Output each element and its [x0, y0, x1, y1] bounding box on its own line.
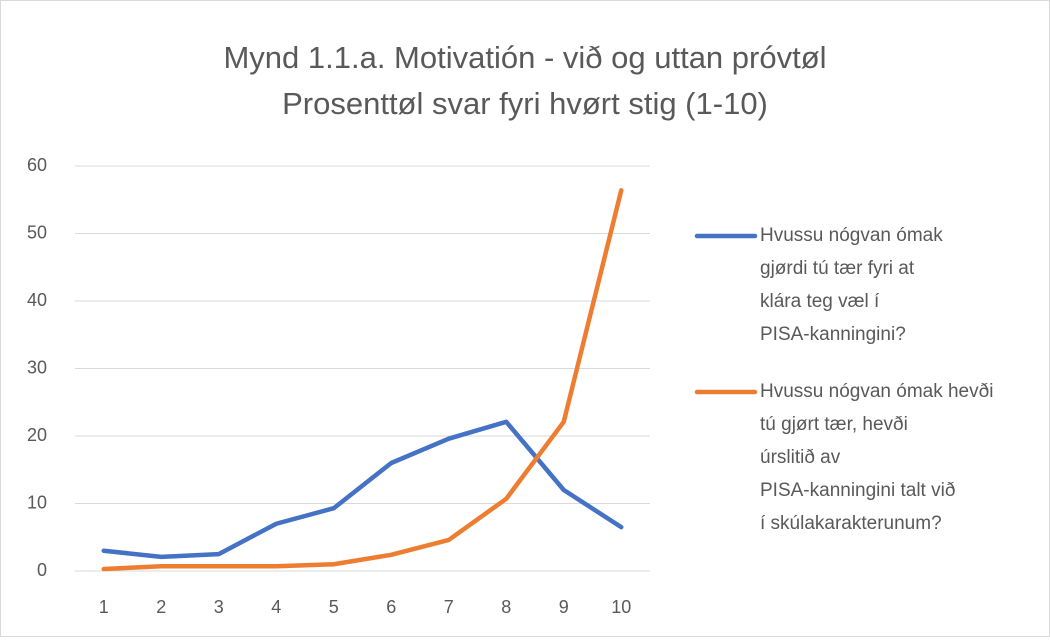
x-tick-label: 8 — [501, 597, 511, 617]
y-tick-label: 30 — [27, 357, 47, 377]
y-tick-label: 20 — [27, 425, 47, 445]
y-tick-label: 40 — [27, 290, 47, 310]
y-tick-label: 0 — [37, 560, 47, 580]
y-tick-label: 60 — [27, 155, 47, 175]
series-line — [101, 188, 624, 572]
series-line — [101, 419, 624, 560]
x-tick-label: 9 — [559, 597, 569, 617]
y-tick-label: 50 — [27, 222, 47, 242]
x-tick-label: 3 — [214, 597, 224, 617]
x-tick-label: 1 — [99, 597, 109, 617]
x-tick-label: 10 — [611, 597, 631, 617]
x-tick-label: 2 — [156, 597, 166, 617]
legend-label: Hvussu nógvan ómak hevði tú gjørt tær, he… — [760, 381, 993, 534]
legend-label: Hvussu nógvan ómak gjørdi tú tær fyri at k… — [760, 225, 943, 345]
chart-title: Mynd 1.1.a. Motivatión - við og uttan pr… — [223, 40, 826, 75]
x-tick-label: 5 — [329, 597, 339, 617]
x-tick-label: 4 — [271, 597, 281, 617]
x-tick-label: 6 — [386, 597, 396, 617]
x-tick-label: 7 — [444, 597, 454, 617]
chart-subtitle: Prosenttøl svar fyri hvørt stig (1-10) — [282, 86, 768, 121]
y-tick-label: 10 — [27, 492, 47, 512]
